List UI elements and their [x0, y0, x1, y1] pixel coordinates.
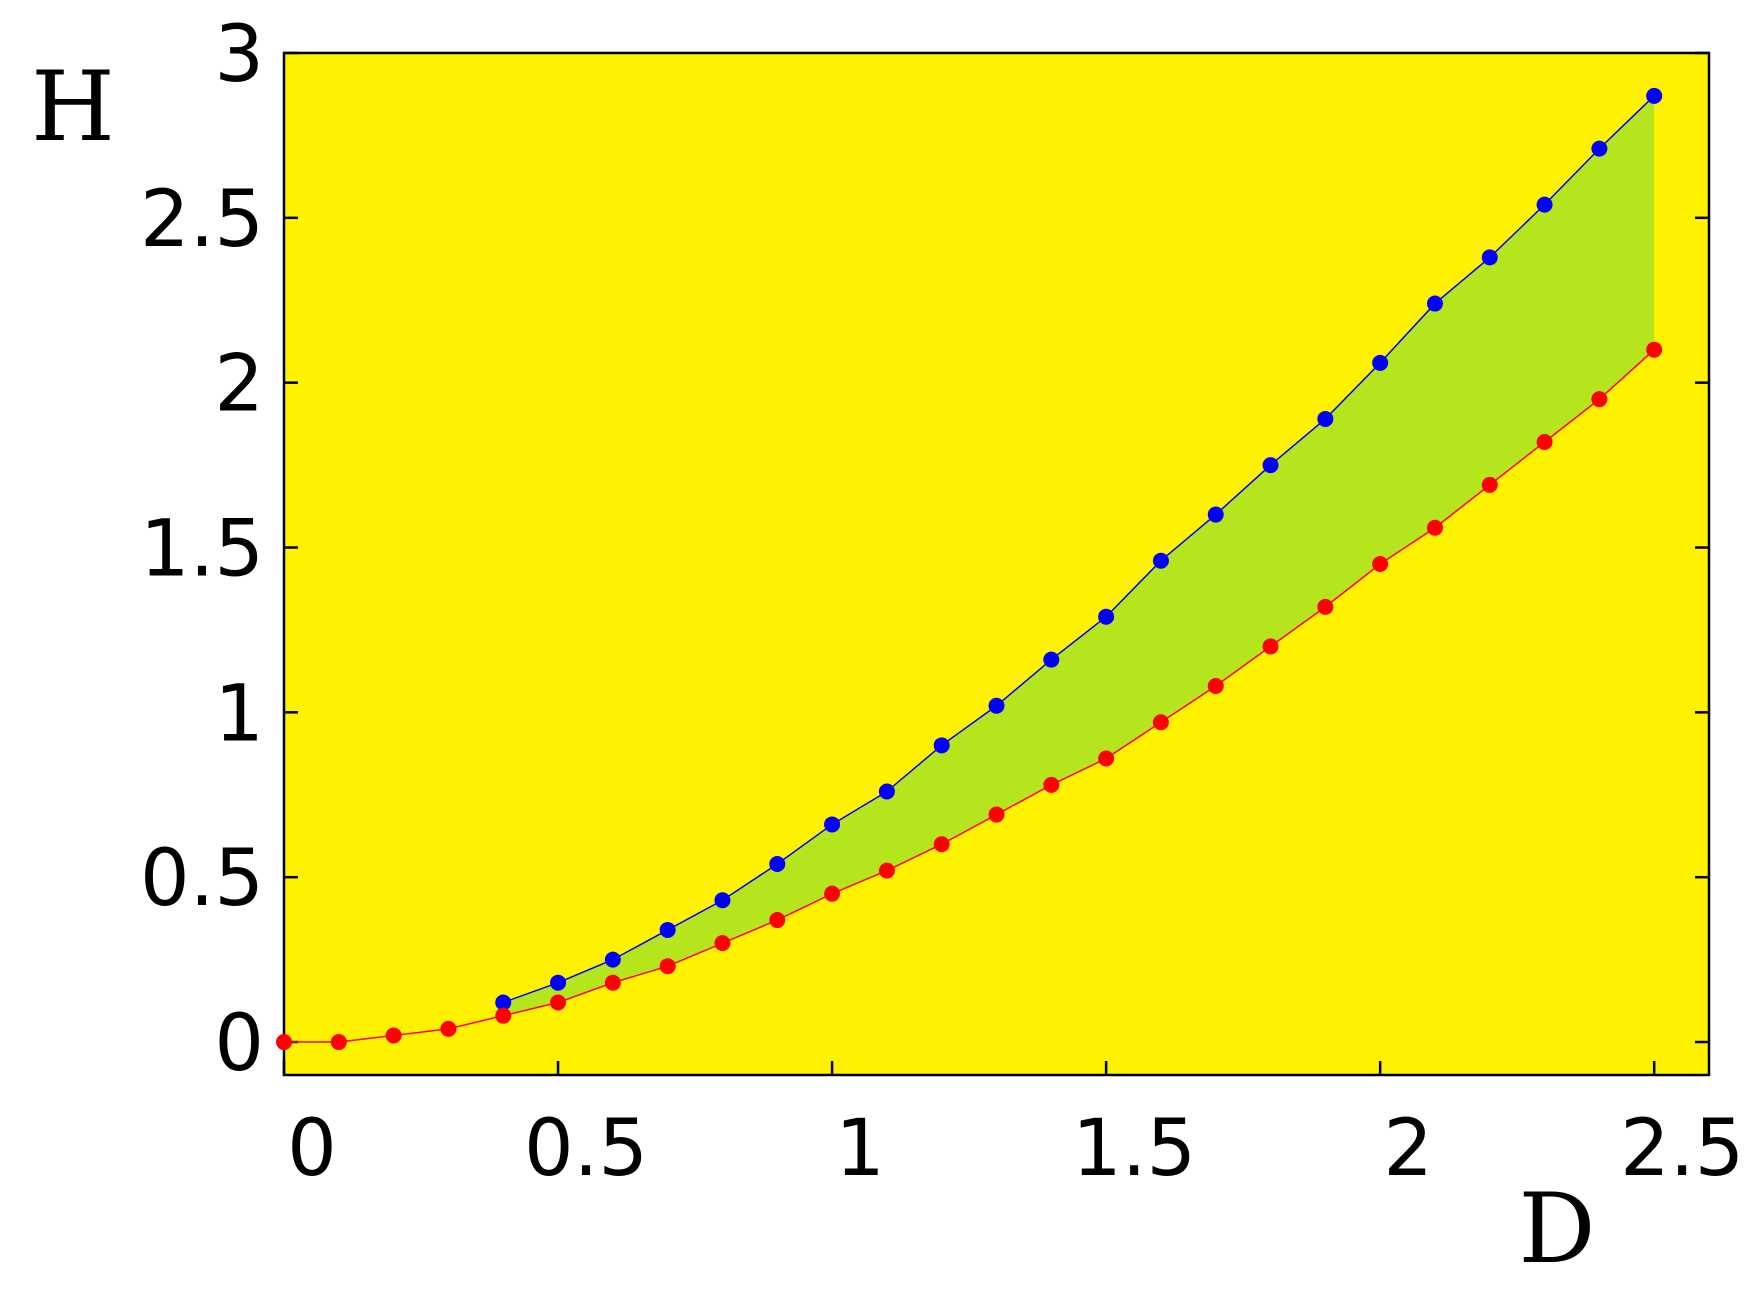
data-point — [769, 856, 786, 873]
data-point — [769, 912, 786, 929]
data-point — [1646, 341, 1663, 358]
data-point — [1152, 552, 1169, 569]
data-point — [1426, 519, 1443, 536]
data-point — [604, 974, 621, 991]
plot-frame — [282, 51, 1711, 1077]
data-point — [1317, 598, 1334, 615]
series-line — [502, 95, 1655, 1004]
data-point — [1426, 295, 1443, 312]
data-point — [1591, 140, 1608, 157]
y-tick-label: 0 — [214, 999, 264, 1089]
data-point — [1098, 608, 1115, 625]
data-point — [1481, 249, 1498, 266]
y-axis-label: H — [31, 51, 115, 163]
data-point — [988, 697, 1005, 714]
data-point — [878, 783, 895, 800]
data-point — [824, 816, 841, 833]
data-point — [1152, 714, 1169, 731]
x-tick-label: 2 — [1383, 1104, 1433, 1194]
data-point — [659, 921, 676, 938]
data-point — [714, 892, 731, 909]
data-point — [1207, 677, 1224, 694]
data-point — [1646, 87, 1663, 104]
data-point — [1591, 391, 1608, 408]
x-tick-label: 0 — [287, 1104, 337, 1194]
data-point — [1536, 196, 1553, 213]
data-point — [988, 806, 1005, 823]
data-point — [495, 1007, 512, 1024]
data-point — [1262, 457, 1279, 474]
data-point — [330, 1034, 347, 1051]
y-tick-label: 2 — [214, 340, 264, 430]
y-tick-label: 0.5 — [140, 834, 264, 924]
data-point — [933, 737, 950, 754]
plot-background — [284, 53, 1709, 1075]
x-tick-label: 1 — [835, 1104, 885, 1194]
data-point — [604, 951, 621, 968]
x-tick-label: 2.5 — [1620, 1104, 1744, 1194]
data-point — [1043, 776, 1060, 793]
data-point — [1317, 410, 1334, 427]
data-point — [1043, 651, 1060, 668]
data-point — [714, 935, 731, 952]
data-point — [495, 994, 512, 1011]
data-point — [1372, 556, 1389, 572]
y-tick-label: 3 — [214, 10, 264, 100]
series-line — [284, 349, 1655, 1043]
y-tick-label: 1.5 — [140, 505, 264, 595]
data-point — [1372, 354, 1389, 371]
x-axis-label: D — [1519, 1173, 1596, 1285]
data-point — [550, 974, 567, 991]
y-tick-label: 1 — [214, 669, 264, 759]
data-point — [1098, 750, 1115, 767]
data-point — [1207, 506, 1224, 523]
data-point — [385, 1027, 402, 1044]
data-point — [878, 862, 895, 879]
data-point — [276, 1034, 292, 1051]
x-tick-label: 0.5 — [524, 1104, 648, 1194]
data-point — [933, 836, 950, 853]
data-point — [1481, 476, 1498, 493]
data-point — [440, 1020, 457, 1037]
data-point — [1262, 638, 1279, 655]
data-point — [550, 994, 567, 1011]
data-point — [1536, 434, 1553, 451]
x-tick-label: 1.5 — [1072, 1104, 1196, 1194]
y-tick-label: 2.5 — [140, 175, 264, 265]
data-point — [659, 958, 676, 975]
data-point — [824, 885, 841, 902]
